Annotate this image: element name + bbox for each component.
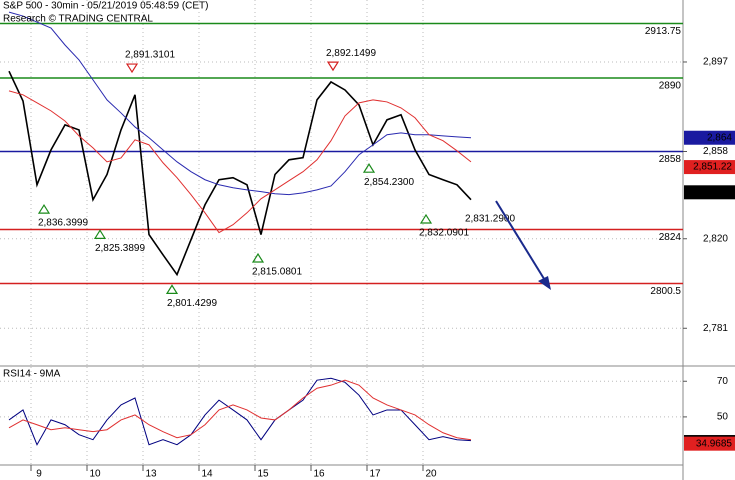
price-tag: [684, 130, 735, 145]
price-tag: [684, 160, 735, 175]
y-tick-label: 2,820: [703, 233, 728, 244]
high-marker: [125, 63, 139, 74]
high-marker: [326, 61, 340, 72]
arrow-shaft: [495, 200, 547, 283]
annotation-label: 2,892.1499: [326, 48, 376, 59]
series-line: [8, 379, 472, 441]
series-line: [8, 70, 472, 277]
x-tick-label: 10: [89, 469, 101, 480]
low-marker: [37, 203, 51, 214]
annotation-label: 2,854.2300: [364, 177, 414, 188]
low-marker: [419, 213, 433, 224]
series-line: [8, 377, 472, 446]
annotation-label: 2,825.3899: [95, 243, 145, 254]
annotation-label: 2,815.0801: [252, 267, 302, 278]
annotation-label: 2,832.0901: [419, 228, 469, 239]
rsi-title: RSI14 - 9MA: [3, 369, 61, 380]
low-marker: [165, 284, 179, 294]
series-line: [8, 90, 472, 234]
price-tag: [684, 185, 735, 200]
chart-subtitle: Research © TRADING CENTRAL: [3, 14, 153, 25]
series-line: [8, 11, 472, 196]
x-tick-label: 17: [369, 469, 381, 480]
x-tick-label: 13: [145, 469, 157, 480]
level-label: 2913.75: [645, 26, 682, 37]
price-tag-label: 34.9685: [696, 438, 733, 449]
annotation-label: 2,831.2900: [465, 213, 515, 224]
low-marker: [362, 163, 376, 173]
price-tag-label: 2,864: [707, 132, 732, 143]
level-label: 2824: [659, 232, 682, 243]
chart-title: S&P 500 - 30min - 05/21/2019 05:48:59 (C…: [3, 1, 209, 12]
x-tick-label: 14: [201, 469, 213, 480]
y-tick-label: 2,897: [703, 57, 728, 68]
level-label: 2858: [659, 154, 682, 165]
low-marker: [93, 229, 107, 239]
level-label: 2800.5: [650, 286, 681, 297]
annotation-label: 2,801.4299: [167, 298, 217, 309]
y-tick-label: 70: [717, 376, 729, 387]
x-tick-label: 9: [36, 469, 42, 480]
y-tick-label: 50: [717, 412, 729, 423]
x-tick-label: 16: [313, 469, 325, 480]
forecast-arrow: [495, 200, 551, 290]
price-tag-label: 2,840.23: [693, 187, 732, 198]
annotation-label: 2,891.3101: [125, 50, 175, 61]
price-tag-label: 2,851.22: [693, 162, 732, 173]
level-label: 2890: [659, 81, 682, 92]
x-tick-label: 15: [257, 469, 269, 480]
y-tick-label: 2,858: [703, 146, 728, 157]
x-tick-label: 20: [425, 469, 437, 480]
arrow-head: [538, 276, 551, 290]
price-tag: [684, 436, 735, 451]
y-tick-label: 2,781: [703, 323, 728, 334]
annotation-label: 2,836.3999: [38, 218, 88, 229]
low-marker: [251, 252, 265, 263]
